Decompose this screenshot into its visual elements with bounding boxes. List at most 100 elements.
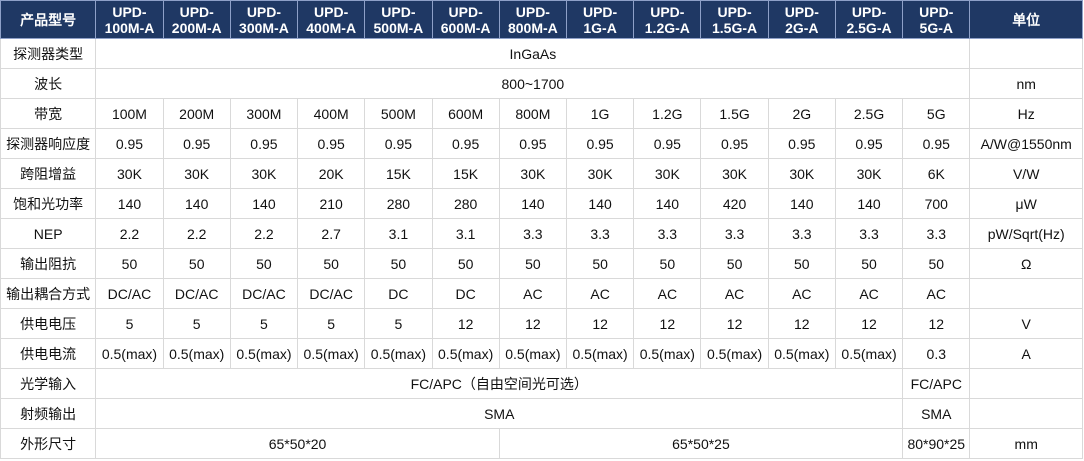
row-unit: V bbox=[969, 308, 1083, 339]
table-cell: 1.2G bbox=[633, 98, 702, 129]
table-cell: 50 bbox=[565, 248, 635, 279]
table-row: 带宽 100M 200M 300M 400M 500M 600M 800M 1G 1.2G 1.5G… bbox=[0, 98, 1083, 129]
table-cell: SMA bbox=[95, 398, 904, 429]
table-cell: 50 bbox=[902, 248, 971, 279]
table-cell: 0.5(max) bbox=[297, 338, 366, 369]
table-row: 波长 800~1700 nm bbox=[0, 68, 1083, 99]
table-cell: 140 bbox=[767, 188, 836, 219]
table-cell: 0.95 bbox=[902, 128, 971, 159]
table-cell: FC/APC bbox=[902, 368, 971, 399]
table-cell: 80*90*25 bbox=[902, 428, 971, 459]
table-cell: 0.5(max) bbox=[834, 338, 904, 369]
table-cell: 0.3 bbox=[902, 338, 971, 369]
table-cell: 3.3 bbox=[902, 218, 971, 249]
table-cell: 140 bbox=[633, 188, 702, 219]
model-header: UPD- 1G-A bbox=[565, 0, 635, 39]
table-cell: 50 bbox=[364, 248, 433, 279]
model-header: UPD- 2.5G-A bbox=[834, 0, 904, 39]
table-cell: DC bbox=[364, 278, 433, 309]
model-header-line: UPD- bbox=[851, 3, 887, 20]
table-cell: FC/APC（自由空间光可选） bbox=[95, 368, 904, 399]
table-cell: 140 bbox=[834, 188, 904, 219]
row-unit: pW/Sqrt(Hz) bbox=[969, 218, 1083, 249]
model-header: UPD- 200M-A bbox=[162, 0, 231, 39]
row-label: 探测器响应度 bbox=[0, 128, 97, 159]
table-row: 跨阻增益 30K 30K 30K 20K 15K 15K 30K 30K 30K 30K 30K 30K… bbox=[0, 158, 1083, 189]
table-cell: 6K bbox=[902, 158, 971, 189]
table-cell: 3.3 bbox=[767, 218, 836, 249]
table-cell: 500M bbox=[364, 98, 433, 129]
model-header-line: 5G-A bbox=[919, 19, 953, 36]
table-row: 探测器类型 InGaAs bbox=[0, 38, 1083, 69]
table-cell: 3.3 bbox=[498, 218, 567, 249]
table-cell: 0.5(max) bbox=[162, 338, 231, 369]
model-header-line: 500M-A bbox=[373, 19, 424, 36]
table-cell: 800~1700 bbox=[95, 68, 971, 99]
model-header-line: 1G-A bbox=[583, 19, 617, 36]
table-cell: 12 bbox=[431, 308, 500, 339]
table-cell: 0.5(max) bbox=[431, 338, 500, 369]
table-cell: 0.95 bbox=[498, 128, 567, 159]
table-cell: 1.5G bbox=[700, 98, 769, 129]
table-cell: 30K bbox=[767, 158, 836, 189]
table-cell: 50 bbox=[431, 248, 500, 279]
table-cell: 20K bbox=[297, 158, 366, 189]
table-cell: 12 bbox=[700, 308, 769, 339]
table-cell: DC/AC bbox=[297, 278, 366, 309]
table-cell: 140 bbox=[565, 188, 635, 219]
model-header: UPD- 400M-A bbox=[297, 0, 366, 39]
table-cell: 12 bbox=[767, 308, 836, 339]
table-cell: 50 bbox=[162, 248, 231, 279]
row-label: 探测器类型 bbox=[0, 38, 97, 69]
model-header: UPD- 5G-A bbox=[902, 0, 971, 39]
table-cell: 600M bbox=[431, 98, 500, 129]
row-label: 波长 bbox=[0, 68, 97, 99]
model-header-line: UPD- bbox=[179, 3, 214, 20]
table-cell: 0.95 bbox=[767, 128, 836, 159]
table-cell: 3.3 bbox=[565, 218, 635, 249]
table-cell: DC bbox=[431, 278, 500, 309]
table-row: 外形尺寸 65*50*20 65*50*25 80*90*25 mm bbox=[0, 428, 1083, 459]
table-cell: 12 bbox=[902, 308, 971, 339]
row-label: 输出阻抗 bbox=[0, 248, 97, 279]
table-row: NEP 2.2 2.2 2.2 2.7 3.1 3.1 3.3 3.3 3.3 3.3 3.3 3.3 3… bbox=[0, 218, 1083, 249]
table-cell: 65*50*20 bbox=[95, 428, 500, 459]
row-unit: A/W@1550nm bbox=[969, 128, 1083, 159]
table-cell: 0.95 bbox=[229, 128, 299, 159]
model-header-line: UPD- bbox=[246, 3, 282, 20]
table-cell: 50 bbox=[633, 248, 702, 279]
table-cell: 0.5(max) bbox=[95, 338, 164, 369]
table-row: 供电电压 5 5 5 5 5 12 12 12 12 12 12 12 12 V bbox=[0, 308, 1083, 339]
model-header: UPD- 800M-A bbox=[498, 0, 567, 39]
table-cell: 140 bbox=[229, 188, 299, 219]
table-cell: 15K bbox=[431, 158, 500, 189]
table-cell: 420 bbox=[700, 188, 769, 219]
table-cell: AC bbox=[565, 278, 635, 309]
table-cell: 5 bbox=[95, 308, 164, 339]
table-cell: 280 bbox=[364, 188, 433, 219]
model-header-line: 1.2G-A bbox=[644, 19, 690, 36]
row-unit bbox=[969, 368, 1083, 399]
model-header-line: UPD- bbox=[919, 3, 954, 20]
table-cell: 30K bbox=[498, 158, 567, 189]
table-row: 饱和光功率 140 140 140 210 280 280 140 140 140 420 140 14… bbox=[0, 188, 1083, 219]
row-unit bbox=[969, 278, 1083, 309]
model-header-line: 300M-A bbox=[239, 19, 289, 36]
table-cell: 0.95 bbox=[431, 128, 500, 159]
model-header: UPD- 500M-A bbox=[364, 0, 433, 39]
model-header-line: 1.5G-A bbox=[712, 19, 758, 36]
table-cell: 12 bbox=[633, 308, 702, 339]
table-cell: 50 bbox=[95, 248, 164, 279]
row-unit: V/W bbox=[969, 158, 1083, 189]
table-cell: 2G bbox=[767, 98, 836, 129]
table-row: 供电电流 0.5(max) 0.5(max) 0.5(max) 0.5(max) 0.5(… bbox=[0, 338, 1083, 369]
table-cell: 5 bbox=[364, 308, 433, 339]
model-header: UPD- 2G-A bbox=[767, 0, 836, 39]
table-cell: 1G bbox=[565, 98, 635, 129]
table-cell: 140 bbox=[162, 188, 231, 219]
row-label: 饱和光功率 bbox=[0, 188, 97, 219]
table-cell: 3.1 bbox=[431, 218, 500, 249]
table-cell: 0.95 bbox=[700, 128, 769, 159]
table-cell: AC bbox=[700, 278, 769, 309]
table-cell: 0.5(max) bbox=[633, 338, 702, 369]
